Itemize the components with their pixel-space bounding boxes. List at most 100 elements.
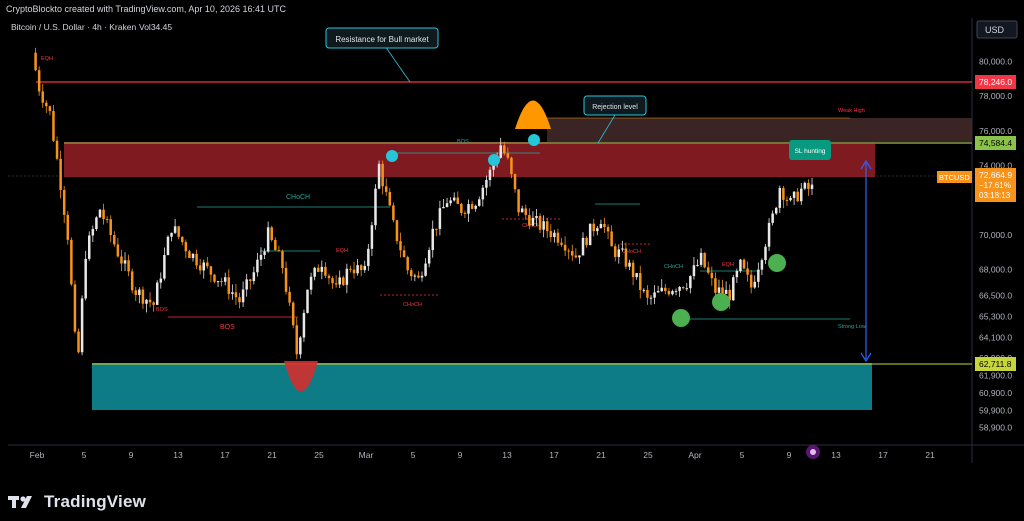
candle-body — [288, 291, 291, 303]
y-tick-label: 65,300.0 — [979, 312, 1012, 322]
green-marker — [672, 309, 690, 327]
candle-body — [621, 248, 624, 250]
x-tick-label: 17 — [549, 450, 559, 460]
bos-label-3: BOS — [156, 307, 168, 313]
candle-body — [295, 325, 299, 355]
candle-body — [155, 282, 159, 305]
green-marker — [768, 254, 786, 272]
tradingview-logo[interactable]: TradingView — [8, 492, 146, 512]
top-bar: CryptoBlockto created with TradingView.c… — [0, 0, 1024, 18]
candle-body — [202, 262, 205, 271]
candle-body — [567, 250, 570, 252]
x-axis: Feb 5 9 13 17 21 25 Mar 5 9 13 17 21 25 Apr 5 9 13 17 21 — [30, 450, 935, 460]
candle-body — [70, 239, 73, 285]
candle-body — [213, 274, 216, 282]
candle-body — [324, 266, 327, 276]
measure-arrow — [860, 159, 872, 363]
candle-body — [113, 235, 116, 245]
candle-body — [456, 197, 460, 204]
candle-body — [291, 302, 295, 326]
candle-body — [810, 184, 814, 189]
candle-body — [782, 187, 785, 200]
x-tick-label: 17 — [220, 450, 230, 460]
candle-body — [181, 236, 184, 243]
candle-body — [274, 240, 277, 251]
candle-body — [120, 256, 123, 264]
candle-body — [227, 277, 231, 294]
svg-text:72,664.9: 72,664.9 — [979, 170, 1012, 180]
y-tick-label: 68,000.0 — [979, 265, 1012, 275]
candle-body — [127, 260, 130, 272]
candle-body — [685, 288, 689, 290]
candle-body — [596, 228, 599, 232]
candle-body — [141, 289, 145, 304]
candle-body — [710, 272, 714, 279]
candle-body — [553, 232, 556, 238]
price-chart[interactable]: Bitcoin / U.S. Dollar · 4h · Kraken Vol3… — [0, 18, 1024, 463]
candle-body — [692, 265, 696, 277]
sl-hunting-text: SL hunting — [795, 148, 826, 155]
candle-body — [528, 215, 531, 226]
candle-body — [807, 182, 810, 189]
candle-body — [674, 290, 678, 292]
candle-body — [123, 260, 127, 264]
x-tick-label: 13 — [831, 450, 841, 460]
candle-body — [216, 281, 220, 283]
svg-text:−17.61%: −17.61% — [979, 181, 1011, 190]
candle-body — [241, 289, 245, 303]
candle-body — [163, 255, 166, 279]
x-tick-label: 9 — [787, 450, 792, 460]
candle-body — [706, 267, 710, 273]
chart-area[interactable]: Bitcoin / U.S. Dollar · 4h · Kraken Vol3… — [0, 18, 1024, 463]
bos-label-2: BOS — [457, 139, 469, 145]
candle-body — [778, 187, 782, 208]
candle-body — [80, 298, 84, 353]
candle-body — [320, 266, 324, 272]
structure-labels: CHoCH BOS EQH EQH EQH BOS BOS CHoCH CHoC… — [41, 56, 866, 331]
candle-body — [452, 197, 456, 201]
candle-body — [420, 275, 424, 278]
x-tick-label: 17 — [878, 450, 888, 460]
candle-body — [66, 214, 70, 240]
strong-low-label: Strong Low — [838, 324, 866, 330]
candle-body — [95, 217, 98, 230]
attribution-text: CryptoBlockto created with TradingView.c… — [6, 4, 286, 14]
eqh-label: EQH — [41, 56, 53, 62]
candle-body — [545, 221, 549, 232]
candle-body — [610, 231, 613, 247]
choch-label-5: CHoCH — [664, 264, 683, 270]
price-flag-level: 74,584.4 — [975, 136, 1016, 150]
candle-body — [649, 297, 653, 299]
candle-body — [62, 189, 66, 215]
y-axis: 80,000.0 78,000.0 76,000.0 74,000.0 70,000.0… — [979, 56, 1012, 432]
candle-body — [435, 228, 438, 230]
candle-body — [789, 197, 792, 201]
candle-body — [152, 302, 155, 305]
bos-label: BOS — [220, 324, 235, 331]
supply-zone — [64, 142, 875, 177]
candle-body — [520, 208, 524, 213]
candle-body — [796, 191, 799, 202]
y-tick-label: 74,000.0 — [979, 161, 1012, 171]
candle-body — [599, 223, 603, 229]
candle-body — [413, 275, 417, 277]
x-tick-label: 9 — [129, 450, 134, 460]
replay-icon[interactable] — [806, 445, 820, 459]
candle-body — [585, 237, 588, 246]
candle-body — [388, 191, 392, 206]
candle-body — [299, 337, 302, 355]
candle-body — [105, 218, 109, 220]
candle-body — [45, 102, 48, 107]
candle-body — [252, 272, 256, 282]
candle-body — [352, 269, 356, 274]
x-tick-label: Feb — [30, 450, 45, 460]
candle-body — [646, 289, 649, 298]
currency-button[interactable] — [976, 20, 1018, 39]
y-tick-label: 76,000.0 — [979, 126, 1012, 136]
candle-body — [467, 204, 470, 214]
candle-body — [245, 279, 248, 290]
candle-body — [256, 259, 259, 273]
candle-body — [116, 244, 120, 257]
candle-body — [785, 199, 789, 201]
candle-body — [102, 209, 105, 219]
